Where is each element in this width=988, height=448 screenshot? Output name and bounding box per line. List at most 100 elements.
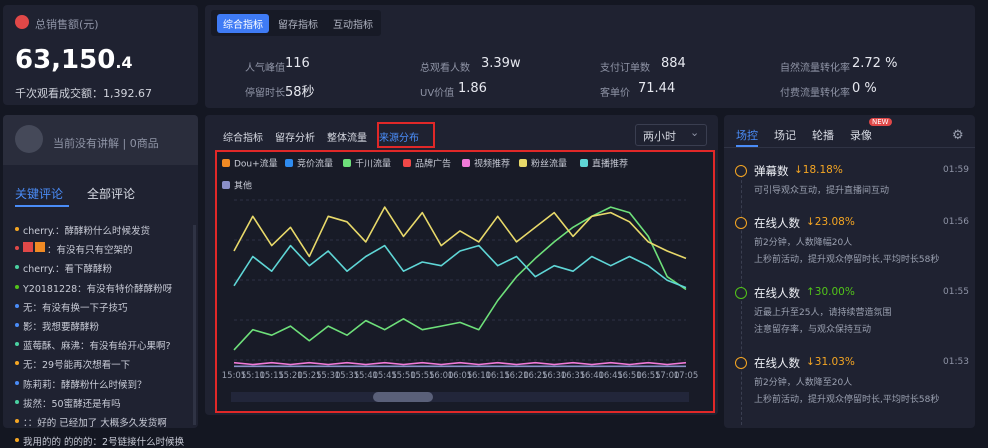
comment-dot xyxy=(15,323,19,327)
metric-label: UV价值 xyxy=(420,88,455,99)
legend-swatch xyxy=(222,159,230,167)
sales-label: 总销售额(元) xyxy=(35,18,99,31)
comment-dot xyxy=(15,284,19,289)
legend-label: 视频推荐 xyxy=(474,158,510,170)
analysis-tab[interactable]: 留存分析 xyxy=(275,133,315,144)
series-line xyxy=(233,206,687,260)
legend-label: 品牌广告 xyxy=(415,158,451,170)
analysis-tab[interactable]: 整体流量 xyxy=(327,133,367,144)
comment-dot xyxy=(15,399,19,404)
metric-label: 付费流量转化率 xyxy=(780,88,850,99)
comment-text: 影：我想要酵酵粉 xyxy=(23,322,100,333)
comment-tab[interactable]: 全部评论 xyxy=(87,187,136,201)
metric-value: 1.86 xyxy=(458,81,487,96)
settings-icon[interactable]: ⚙ xyxy=(952,128,964,143)
metric-value: 116 xyxy=(285,56,310,71)
event-time: 01:59 xyxy=(943,165,969,175)
event-line: 上秒前活动，提升观众停留时长,平均时长58秒 xyxy=(754,395,940,405)
comment-dot xyxy=(15,303,19,308)
x-tick-label: 16:15 xyxy=(485,371,510,381)
metrics-tab[interactable]: 综合指标 xyxy=(217,14,269,33)
comment-dot xyxy=(15,380,19,385)
metrics-tab[interactable]: 留存指标 xyxy=(278,20,318,31)
legend-label: 其他 xyxy=(234,180,252,192)
comment-dot xyxy=(15,419,19,423)
x-tick-label: 15:05 xyxy=(222,371,247,381)
x-tick-label: 15:15 xyxy=(259,371,284,381)
scroll-thumb xyxy=(373,392,433,402)
event-change: ↑30.00% xyxy=(806,286,855,298)
analysis-tab[interactable]: 来源分布 xyxy=(379,133,419,144)
legend-swatch xyxy=(580,159,588,167)
series-line xyxy=(233,206,687,351)
scroll-track xyxy=(231,392,689,402)
sales-icon xyxy=(15,15,29,29)
range-text: 两小时 xyxy=(643,130,676,143)
sales-main: 63,150 xyxy=(15,45,116,75)
page: 总销售额(元) 63,150.4 千次观看成交额：1,392.67 综合指标 留存… xyxy=(3,5,975,448)
event-line: 注意留存率，与观众保持互动 xyxy=(754,325,872,335)
comment-dot xyxy=(15,265,19,270)
event-line: 可引导观众互动，提升直播间互动 xyxy=(754,186,890,196)
range-select[interactable] xyxy=(635,124,707,146)
event-change: ↓18.18% xyxy=(794,164,843,176)
comment-dot xyxy=(15,438,19,443)
event-line: 前2分钟，人数降至20人 xyxy=(754,378,853,388)
legend-label: Dou+流量 xyxy=(234,158,278,170)
event-change: ↓23.08% xyxy=(806,216,855,228)
tab-underline xyxy=(15,205,69,207)
highlight-box xyxy=(377,122,435,148)
metric-value: 71.44 xyxy=(638,81,676,96)
x-tick-label: 16:55 xyxy=(636,371,661,381)
event-time: 01:55 xyxy=(943,287,969,297)
explain-avatar xyxy=(15,125,43,153)
x-tick-label: 16:05 xyxy=(448,371,473,381)
comment-text: 无：有没有换一下子技巧 xyxy=(23,302,128,314)
control-tab[interactable]: 录像 xyxy=(850,129,872,142)
chart-frame xyxy=(215,150,715,413)
metric-label: 总观看人数 xyxy=(420,63,470,74)
x-tick-label: 16:20 xyxy=(504,371,529,381)
control-tab[interactable]: 轮播 xyxy=(812,129,834,142)
metric-value: 2.72 % xyxy=(852,56,898,71)
metric-value: 884 xyxy=(661,56,686,71)
event-icon xyxy=(735,287,747,299)
comment-tab[interactable]: 关键评论 xyxy=(15,187,64,201)
event-icon xyxy=(735,217,747,229)
control-tab[interactable]: 场控 xyxy=(736,129,758,142)
comment-text: cherry.：看下酵酵粉 xyxy=(23,264,113,276)
new-badge: NEW xyxy=(869,118,892,126)
chart: Dou+流量 竞价流量 千川流量 品牌广告 视频推荐 粉丝流量 直播推荐其他15:0515:… xyxy=(222,158,699,402)
x-tick-label: 16:45 xyxy=(598,371,623,381)
event-title: 在线人数 xyxy=(754,286,800,300)
metrics-tab[interactable]: 互动指标 xyxy=(333,20,373,31)
comment-text: 拔然：50蜜酵还是有吗 xyxy=(23,398,121,410)
x-tick-label: 16:40 xyxy=(580,371,605,381)
metric-value: 58秒 xyxy=(285,85,315,100)
legend-swatch xyxy=(519,159,527,167)
x-tick-label: 17:05 xyxy=(674,371,699,381)
event-title: 在线人数 xyxy=(754,216,800,230)
x-tick-label: 15:20 xyxy=(278,371,303,381)
x-tick-label: 15:50 xyxy=(391,371,416,381)
event-time: 01:56 xyxy=(943,217,969,227)
per-thousand: 千次观看成交额：1,392.67 xyxy=(15,87,152,100)
tab-divider xyxy=(724,147,975,148)
metric-value: 0 % xyxy=(852,81,877,96)
comment-text: ：有没有只有空架的 xyxy=(47,245,133,257)
metric-label: 人气峰值 xyxy=(245,63,285,74)
control-panel: ⚙ 场控 场记 轮播 录像 NEW 弹幕数 ↓18.18% 01:59 可引导观众互动，提升直播… xyxy=(724,115,975,428)
scrollbar xyxy=(193,225,196,425)
metric-label: 停留时长 xyxy=(245,88,285,99)
x-tick-label: 15:25 xyxy=(297,371,322,381)
control-tab[interactable]: 场记 xyxy=(774,129,796,142)
x-tick-label: 16:35 xyxy=(561,371,586,381)
analysis-tab[interactable]: 综合指标 xyxy=(223,133,263,144)
legend-label: 竞价流量 xyxy=(297,158,333,170)
explain-text: 当前没有讲解 | 0商品 xyxy=(53,137,159,150)
event-line: 近最上升至25人，请持续营造氛围 xyxy=(754,308,892,318)
metric-value: 3.39w xyxy=(481,56,521,71)
control-tab-underline xyxy=(736,145,758,147)
legend-swatch xyxy=(403,159,411,167)
x-tick-label: 15:35 xyxy=(335,371,360,381)
